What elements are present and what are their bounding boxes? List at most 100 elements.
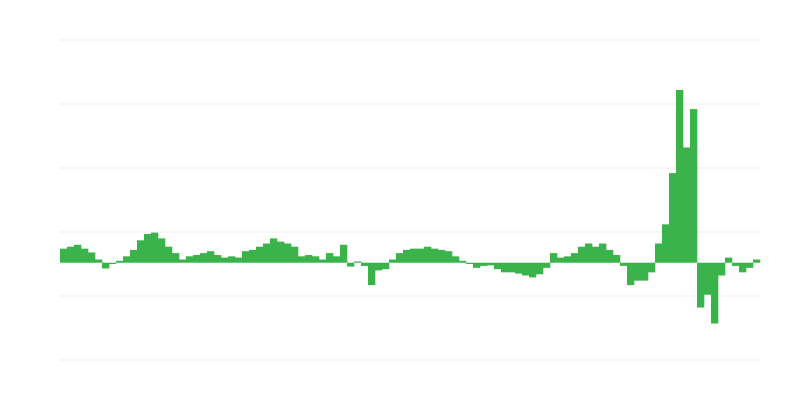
bar — [739, 262, 747, 273]
bar — [536, 262, 544, 275]
bar — [228, 256, 236, 263]
bar — [284, 243, 292, 263]
bar — [109, 262, 117, 264]
bar — [494, 262, 502, 270]
bar — [508, 262, 516, 273]
bar — [725, 257, 733, 263]
bar — [137, 240, 145, 263]
bar — [389, 259, 397, 263]
bar — [634, 262, 642, 281]
bar — [305, 255, 313, 263]
bar — [102, 262, 110, 269]
bar — [312, 256, 320, 263]
bar — [501, 262, 509, 273]
bar — [319, 259, 327, 263]
bar — [172, 253, 180, 263]
bar — [438, 249, 446, 263]
bar — [648, 262, 656, 273]
bar — [711, 262, 719, 324]
bar — [179, 259, 187, 263]
bar — [221, 257, 229, 263]
bar — [74, 244, 82, 263]
bar — [340, 244, 348, 263]
bar — [123, 256, 131, 263]
bar — [347, 262, 355, 267]
bar — [732, 262, 740, 266]
bar — [466, 262, 474, 264]
bar — [81, 248, 89, 263]
bar — [214, 255, 222, 263]
bar — [144, 233, 152, 263]
bar — [256, 246, 264, 263]
bar — [242, 251, 250, 263]
bar — [662, 224, 670, 263]
bar — [753, 259, 761, 263]
bar — [235, 257, 243, 263]
bar — [417, 248, 425, 263]
bar — [515, 262, 523, 274]
bar — [564, 256, 572, 263]
bar — [641, 262, 649, 281]
bar — [95, 259, 103, 263]
bar — [578, 246, 586, 263]
bar — [676, 89, 684, 263]
bar — [88, 252, 96, 263]
bar — [571, 253, 579, 263]
bar — [606, 249, 614, 263]
bar — [620, 262, 628, 266]
bar — [116, 260, 124, 263]
bar — [480, 262, 488, 266]
bar — [382, 262, 390, 270]
bar — [452, 256, 460, 263]
bar — [431, 248, 439, 263]
bar — [200, 253, 208, 263]
bar — [627, 262, 635, 286]
bar — [669, 173, 677, 263]
bar — [277, 241, 285, 263]
bar — [333, 256, 341, 263]
bar — [424, 246, 432, 263]
bar — [487, 262, 495, 266]
bar — [592, 246, 600, 263]
bar — [375, 262, 383, 271]
bar — [718, 262, 726, 276]
bar — [613, 255, 621, 263]
bar — [368, 262, 376, 286]
bar — [186, 256, 194, 263]
bar — [354, 261, 362, 263]
bar — [445, 251, 453, 263]
bar — [361, 262, 369, 266]
bar — [697, 262, 705, 308]
bar — [557, 257, 565, 263]
bar — [165, 246, 173, 263]
bar — [410, 248, 418, 263]
bar — [403, 249, 411, 263]
bar — [67, 246, 75, 263]
bar — [522, 262, 530, 276]
bar — [151, 232, 159, 263]
bar — [543, 262, 551, 268]
bars — [60, 89, 761, 324]
bar — [291, 246, 299, 263]
bar — [599, 243, 607, 263]
bar — [326, 253, 334, 263]
bar — [270, 238, 278, 263]
bar — [249, 249, 257, 263]
bar — [529, 262, 537, 278]
bar — [263, 243, 271, 263]
bar — [704, 262, 712, 295]
bar — [158, 238, 166, 263]
bar — [396, 253, 404, 263]
bar — [690, 109, 698, 263]
bar — [655, 243, 663, 263]
bar — [683, 147, 691, 263]
bar — [585, 243, 593, 263]
bar — [60, 248, 68, 263]
bar — [473, 262, 481, 268]
bar — [746, 262, 754, 268]
bar — [193, 255, 201, 263]
gridlines — [60, 39, 760, 361]
bar — [550, 253, 558, 263]
bar — [298, 256, 306, 263]
